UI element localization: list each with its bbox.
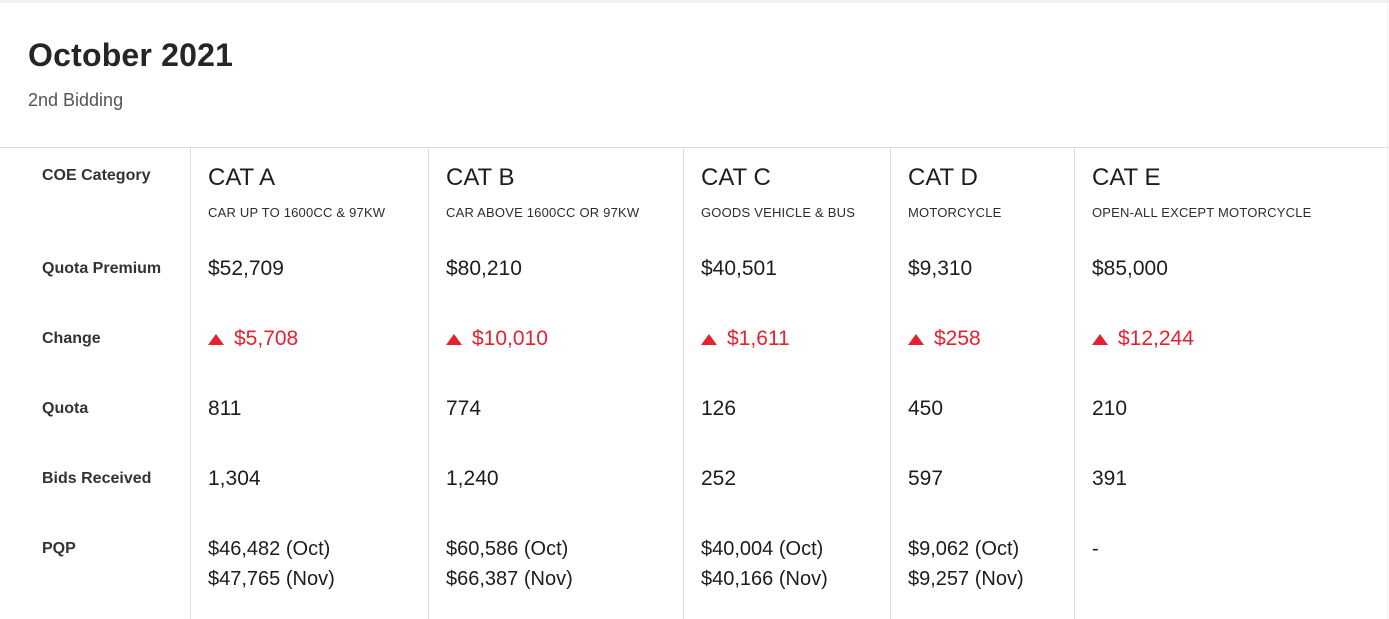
cat-c-name: CAT C bbox=[701, 164, 771, 191]
cat-a-name: CAT A bbox=[208, 164, 276, 191]
cat-a-pqp: $46,482 (Oct) $47,765 (Nov) bbox=[208, 538, 335, 590]
cat-a-quota-premium: $52,709 bbox=[208, 257, 284, 280]
cat-b-bids-received: 1,240 bbox=[446, 467, 499, 490]
cat-b-quota: 774 bbox=[446, 397, 482, 420]
row-label-pqp: PQP bbox=[42, 540, 76, 557]
results-header: October 2021 2nd Bidding bbox=[0, 3, 1389, 147]
cat-b-pqp: $60,586 (Oct) $66,387 (Nov) bbox=[446, 538, 573, 590]
cat-c-pqp: $40,004 (Oct) $40,166 (Nov) bbox=[701, 538, 828, 590]
cat-b-change: $10,010 bbox=[429, 311, 683, 381]
cat-a-bids-received: 1,304 bbox=[208, 467, 261, 490]
row-label-change: Change bbox=[42, 330, 101, 347]
column-cat-a: CAT A CAR UP TO 1600CC & 97KW $52,709 $5… bbox=[190, 148, 428, 619]
up-arrow-icon bbox=[446, 333, 462, 345]
cat-b-name: CAT B bbox=[446, 164, 515, 191]
page-subtitle: 2nd Bidding bbox=[28, 90, 124, 110]
page-right-border bbox=[1387, 0, 1388, 619]
cat-b-quota-premium: $80,210 bbox=[446, 257, 522, 280]
cat-d-change: $258 bbox=[891, 311, 1074, 381]
coe-results-table: COE Category Quota Premium Change Quota … bbox=[0, 147, 1389, 619]
cat-e-description: OPEN-ALL EXCEPT MOTORCYCLE bbox=[1092, 205, 1312, 220]
top-edge-strip bbox=[0, 0, 1389, 3]
up-arrow-icon bbox=[1092, 333, 1108, 345]
up-arrow-icon bbox=[208, 333, 224, 345]
cat-c-description: GOODS VEHICLE & BUS bbox=[701, 205, 856, 220]
cat-e-bids-received: 391 bbox=[1092, 467, 1128, 490]
cat-b-header: CAT B CAR ABOVE 1600CC OR 97KW bbox=[429, 148, 683, 241]
cat-c-change: $1,611 bbox=[684, 311, 890, 381]
cat-e-pqp: - bbox=[1092, 538, 1099, 560]
cat-e-name: CAT E bbox=[1092, 164, 1161, 191]
cat-d-quota: 450 bbox=[908, 397, 944, 420]
row-label-quota: Quota bbox=[42, 400, 89, 417]
cat-a-header: CAT A CAR UP TO 1600CC & 97KW bbox=[191, 148, 428, 241]
cat-c-bids-received: 252 bbox=[701, 467, 737, 490]
cat-a-change: $5,708 bbox=[191, 311, 428, 381]
row-label-quota-premium: Quota Premium bbox=[42, 260, 162, 277]
up-arrow-icon bbox=[701, 333, 717, 345]
cat-e-quota-premium: $85,000 bbox=[1092, 257, 1168, 280]
column-cat-c: CAT C GOODS VEHICLE & BUS $40,501 $1,611… bbox=[683, 148, 890, 619]
cat-a-quota: 811 bbox=[208, 397, 242, 420]
cat-d-header: CAT D MOTORCYCLE bbox=[891, 148, 1074, 241]
cat-e-header: CAT E OPEN-ALL EXCEPT MOTORCYCLE bbox=[1075, 148, 1389, 241]
cat-c-quota-premium: $40,501 bbox=[701, 257, 777, 280]
row-label-coe-category: COE Category bbox=[42, 167, 151, 184]
cat-b-description: CAR ABOVE 1600CC OR 97KW bbox=[446, 205, 640, 220]
cat-c-header: CAT C GOODS VEHICLE & BUS bbox=[684, 148, 890, 241]
cat-e-change: $12,244 bbox=[1075, 311, 1389, 381]
column-cat-d: CAT D MOTORCYCLE $9,310 $258 450 597 $9,… bbox=[890, 148, 1074, 619]
row-labels-column: COE Category Quota Premium Change Quota … bbox=[0, 148, 190, 619]
cat-d-pqp: $9,062 (Oct) $9,257 (Nov) bbox=[908, 538, 1024, 590]
cat-d-description: MOTORCYCLE bbox=[908, 205, 1002, 220]
row-label-bids-received: Bids Received bbox=[42, 470, 152, 487]
up-arrow-icon bbox=[908, 333, 924, 345]
cat-d-bids-received: 597 bbox=[908, 467, 944, 490]
page-title: October 2021 bbox=[28, 37, 234, 73]
cat-d-name: CAT D bbox=[908, 164, 978, 191]
column-cat-b: CAT B CAR ABOVE 1600CC OR 97KW $80,210 $… bbox=[428, 148, 683, 619]
cat-d-quota-premium: $9,310 bbox=[908, 257, 973, 280]
column-cat-e: CAT E OPEN-ALL EXCEPT MOTORCYCLE $85,000… bbox=[1074, 148, 1389, 619]
cat-c-quota: 126 bbox=[701, 397, 737, 420]
cat-a-description: CAR UP TO 1600CC & 97KW bbox=[208, 205, 386, 220]
cat-e-quota: 210 bbox=[1092, 397, 1128, 420]
